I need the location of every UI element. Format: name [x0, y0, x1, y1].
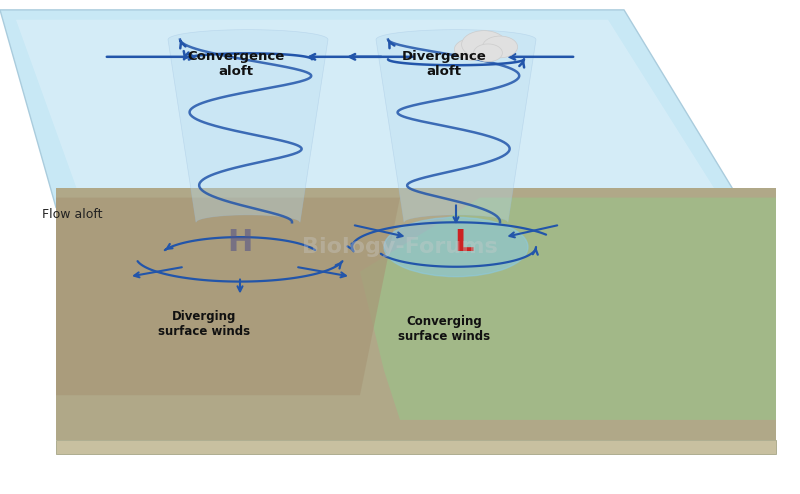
- Polygon shape: [56, 440, 776, 454]
- Circle shape: [454, 39, 490, 60]
- Circle shape: [462, 31, 506, 58]
- Ellipse shape: [384, 217, 528, 277]
- Text: Flow aloft: Flow aloft: [42, 208, 102, 221]
- Polygon shape: [376, 30, 536, 222]
- Text: Convergence
aloft: Convergence aloft: [187, 50, 285, 78]
- Polygon shape: [0, 10, 744, 207]
- Polygon shape: [56, 188, 776, 440]
- Text: Divergence
aloft: Divergence aloft: [402, 50, 486, 78]
- Circle shape: [474, 44, 502, 62]
- Polygon shape: [56, 198, 400, 395]
- Text: L: L: [454, 228, 474, 256]
- Text: H: H: [227, 228, 253, 256]
- Circle shape: [482, 36, 518, 58]
- Text: Biology-Forums: Biology-Forums: [302, 237, 498, 257]
- Polygon shape: [360, 198, 776, 420]
- Polygon shape: [16, 20, 720, 198]
- Polygon shape: [168, 30, 328, 222]
- Text: Converging
surface winds: Converging surface winds: [398, 315, 490, 342]
- Text: Diverging
surface winds: Diverging surface winds: [158, 310, 250, 337]
